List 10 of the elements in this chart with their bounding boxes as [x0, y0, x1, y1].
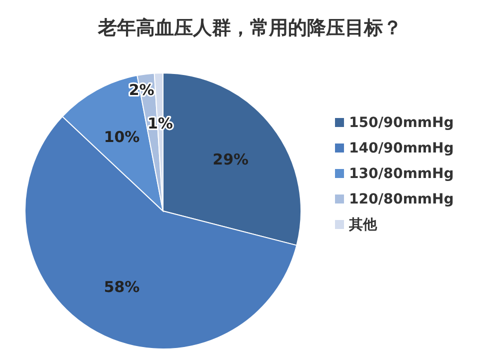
data-label: 10%: [104, 128, 140, 146]
legend-label: 140/90mmHg: [349, 140, 454, 156]
legend-label: 150/90mmHg: [349, 115, 454, 131]
legend-label: 120/80mmHg: [349, 192, 454, 208]
chart-title: 老年高血压人群，常用的降压目标？: [97, 17, 402, 39]
data-label: 29%: [212, 150, 249, 169]
data-label: 2%: [128, 81, 154, 100]
legend-label: 130/80mmHg: [349, 166, 454, 182]
legend-label: 其他: [348, 217, 378, 233]
data-label: 58%: [104, 278, 140, 296]
